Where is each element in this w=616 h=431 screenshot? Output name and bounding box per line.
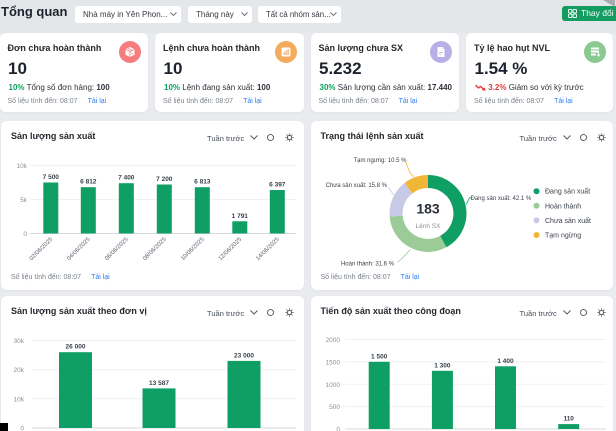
svg-text:12/06/2025: 12/06/2025	[218, 236, 244, 262]
svg-text:Hoàn thành: 31.6 %: Hoàn thành: 31.6 %	[340, 261, 394, 267]
svg-text:06/06/2025: 06/06/2025	[104, 236, 130, 262]
svg-text:0: 0	[336, 427, 340, 431]
svg-text:1000: 1000	[325, 382, 340, 389]
svg-text:110: 110	[563, 416, 574, 423]
svg-text:10k: 10k	[14, 396, 25, 403]
svg-text:2000: 2000	[325, 337, 340, 344]
svg-text:23 000: 23 000	[234, 352, 254, 359]
svg-text:02/06/2025: 02/06/2025	[29, 236, 55, 262]
svg-text:0: 0	[20, 426, 24, 431]
svg-text:7 400: 7 400	[118, 174, 135, 181]
svg-text:500: 500	[329, 404, 340, 411]
svg-text:10k: 10k	[17, 163, 28, 170]
svg-text:Chưa sản xuất: 15.8 %: Chưa sản xuất: 15.8 %	[325, 183, 387, 189]
svg-text:04/06/2025: 04/06/2025	[66, 236, 92, 262]
svg-text:26 000: 26 000	[66, 344, 86, 351]
svg-text:13 587: 13 587	[149, 380, 169, 387]
svg-text:Tạm ngưng: 10.5 %: Tạm ngưng: 10.5 %	[353, 157, 407, 163]
svg-text:6 812: 6 812	[80, 178, 97, 185]
svg-text:6 813: 6 813	[194, 178, 211, 185]
svg-text:Đang sản xuất: 42.1 %: Đang sản xuất: 42.1 %	[470, 195, 531, 201]
svg-text:Chưa sản xuất: Chưa sản xuất	[545, 215, 591, 224]
svg-text:1 300: 1 300	[434, 362, 451, 369]
svg-text:20k: 20k	[14, 367, 25, 374]
svg-text:7 200: 7 200	[156, 176, 173, 183]
svg-text:Lệnh SX: Lệnh SX	[415, 223, 441, 230]
svg-text:7 500: 7 500	[43, 174, 60, 181]
svg-text:1 400: 1 400	[497, 358, 514, 365]
svg-text:1 791: 1 791	[232, 212, 249, 219]
svg-text:08/06/2025: 08/06/2025	[142, 236, 168, 262]
svg-text:183: 183	[416, 200, 440, 216]
svg-text:14/06/2025: 14/06/2025	[255, 236, 281, 262]
svg-text:10/06/2025: 10/06/2025	[180, 236, 206, 262]
svg-text:Đang sản xuất: Đang sản xuất	[545, 186, 590, 195]
svg-text:0: 0	[23, 231, 27, 238]
svg-text:5k: 5k	[20, 197, 28, 204]
svg-text:Hoàn thành: Hoàn thành	[545, 203, 581, 210]
svg-text:30k: 30k	[14, 338, 25, 345]
svg-text:1500: 1500	[325, 359, 340, 366]
svg-text:6 397: 6 397	[269, 181, 286, 188]
svg-text:Tạm ngừng: Tạm ngừng	[545, 232, 581, 239]
svg-text:1 500: 1 500	[371, 353, 388, 360]
